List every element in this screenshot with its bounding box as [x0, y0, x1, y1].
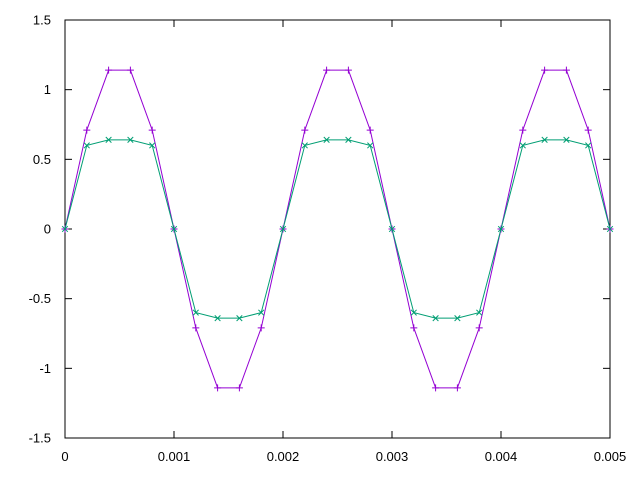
data-point: [476, 309, 483, 316]
data-point: [61, 225, 69, 233]
x-tick-labels: 0 0.001 0.002 0.003 0.004 0.005: [61, 449, 626, 464]
data-point: [475, 324, 483, 332]
data-point: [192, 309, 199, 316]
data-point: [323, 66, 331, 74]
data-point: [148, 126, 156, 134]
y-tick-label: -1.5: [29, 431, 51, 446]
data-point: [519, 142, 526, 149]
data-point: [388, 225, 396, 233]
data-point: [83, 126, 91, 134]
series-layer: [61, 66, 614, 392]
data-point: [236, 315, 243, 322]
x-tick-label: 0.002: [267, 449, 300, 464]
data-point: [257, 324, 265, 332]
data-point: [432, 315, 439, 322]
data-point: [301, 142, 308, 149]
data-point: [149, 142, 156, 149]
data-point: [127, 136, 134, 143]
data-point: [606, 225, 614, 233]
data-point: [367, 142, 374, 149]
data-point: [258, 309, 265, 316]
data-point: [344, 66, 352, 74]
data-point: [235, 384, 243, 392]
data-point: [432, 384, 440, 392]
data-point: [301, 126, 309, 134]
data-point: [279, 225, 287, 233]
x-tick-label: 0.004: [485, 449, 518, 464]
x-tick-label: 0.003: [376, 449, 409, 464]
data-point: [453, 384, 461, 392]
y-tick-label: -0.5: [29, 291, 51, 306]
series-line: [64, 139, 611, 319]
data-point: [83, 142, 90, 149]
series-2: [61, 136, 614, 322]
data-point: [541, 136, 548, 143]
data-point: [214, 384, 222, 392]
data-point: [366, 126, 374, 134]
data-point: [192, 324, 200, 332]
plot-frame: [64, 19, 611, 439]
data-point: [126, 66, 134, 74]
data-point: [497, 225, 505, 233]
data-point: [214, 315, 221, 322]
x-tick-label: 0.001: [158, 449, 191, 464]
y-tick-label: 0.5: [33, 152, 51, 167]
axis-ticks: [64, 19, 611, 439]
data-point: [541, 66, 549, 74]
data-point: [410, 309, 417, 316]
data-point: [562, 66, 570, 74]
data-point: [584, 126, 592, 134]
series-line: [64, 69, 611, 389]
data-point: [563, 136, 570, 143]
data-point: [105, 136, 112, 143]
y-tick-label: 1: [44, 82, 51, 97]
y-tick-label: 0: [44, 222, 51, 237]
data-point: [323, 136, 330, 143]
data-point: [345, 136, 352, 143]
data-point: [454, 315, 461, 322]
data-point: [585, 142, 592, 149]
data-point: [519, 126, 527, 134]
data-point: [410, 324, 418, 332]
y-tick-label: 1.5: [33, 13, 51, 28]
data-point: [105, 66, 113, 74]
y-tick-labels: -1.5 -1 -0.5 0 0.5 1 1.5: [29, 13, 51, 446]
data-point: [170, 225, 178, 233]
x-tick-label: 0: [61, 449, 68, 464]
x-tick-label: 0.005: [594, 449, 627, 464]
series-1: [61, 66, 614, 392]
y-tick-label: -1: [39, 361, 51, 376]
